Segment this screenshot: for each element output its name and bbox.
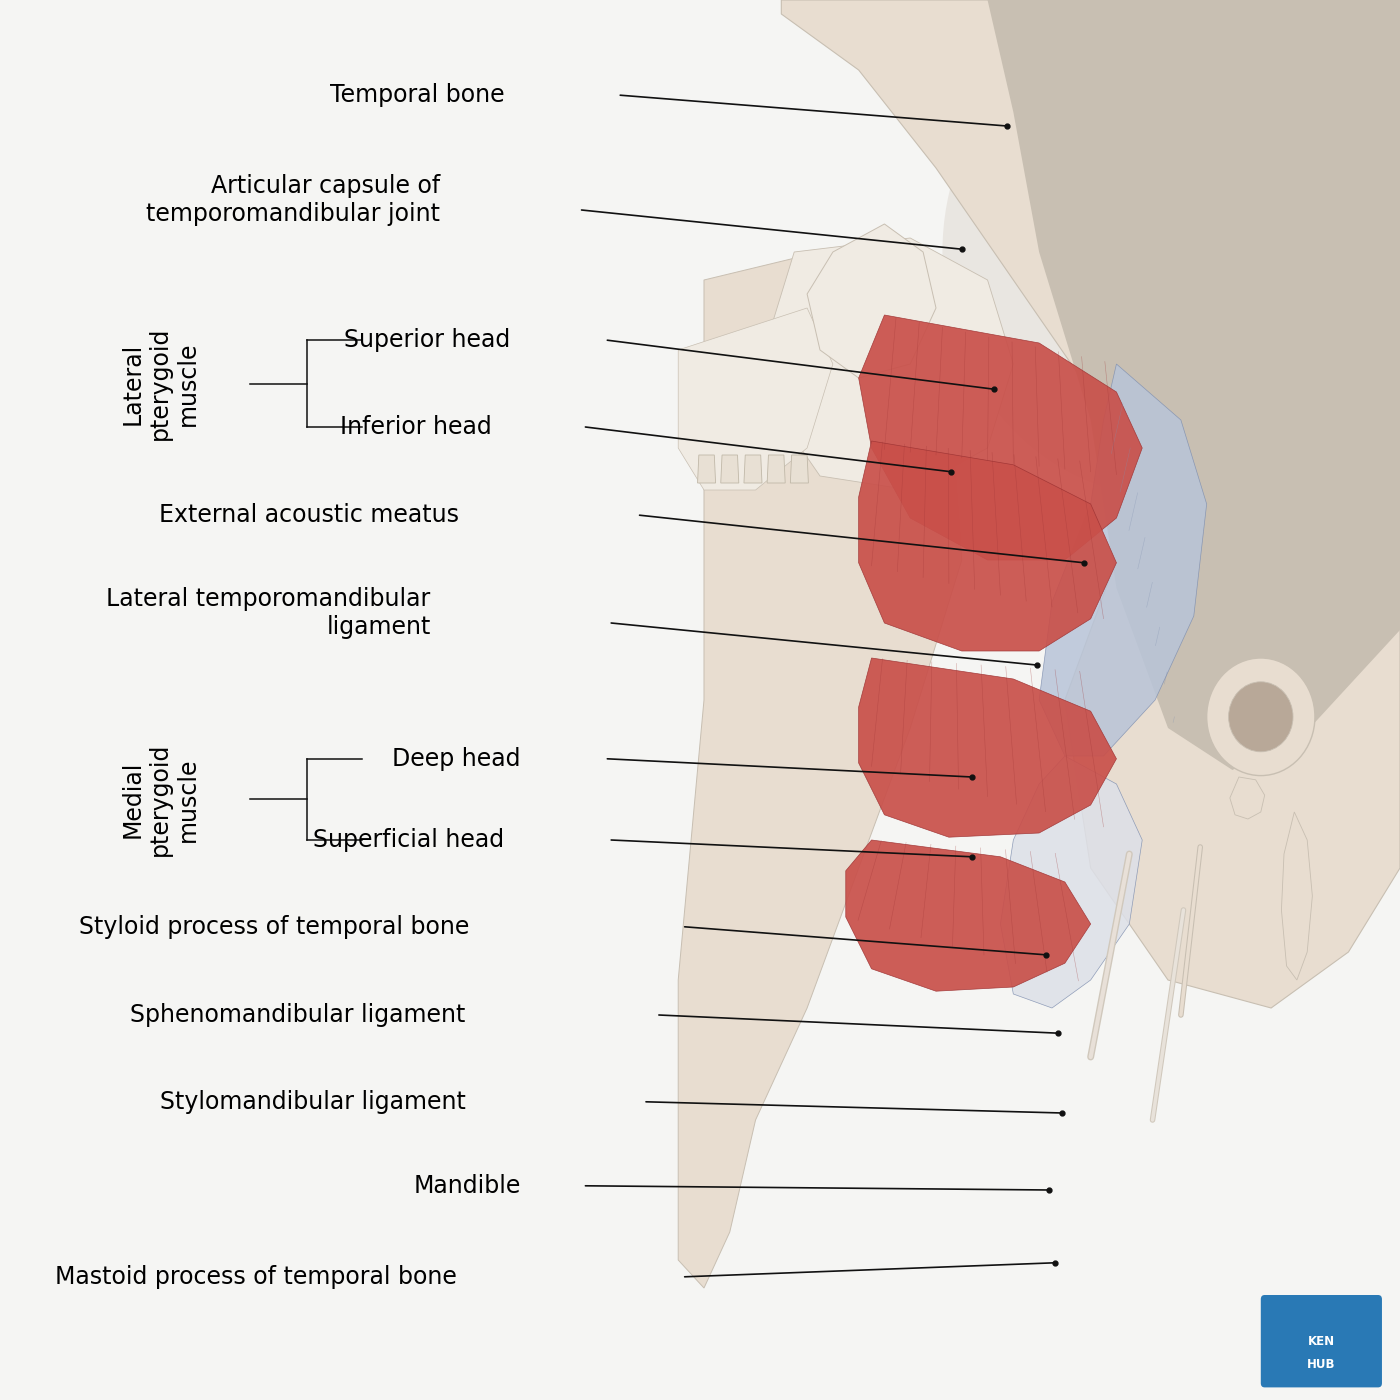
Polygon shape (678, 308, 833, 490)
Circle shape (1229, 682, 1294, 752)
Polygon shape (1281, 812, 1312, 980)
Polygon shape (858, 315, 1142, 560)
Polygon shape (781, 0, 1400, 1008)
Text: KEN: KEN (1308, 1334, 1336, 1348)
Text: HUB: HUB (1308, 1358, 1336, 1372)
Text: Superficial head: Superficial head (314, 827, 504, 853)
Polygon shape (987, 0, 1400, 770)
FancyBboxPatch shape (1261, 1295, 1382, 1387)
Polygon shape (721, 455, 739, 483)
Text: External acoustic meatus: External acoustic meatus (160, 503, 459, 528)
Polygon shape (846, 840, 1091, 991)
Text: Sphenomandibular ligament: Sphenomandibular ligament (130, 1002, 466, 1028)
Text: Mandible: Mandible (413, 1173, 521, 1198)
Text: Stylomandibular ligament: Stylomandibular ligament (160, 1089, 466, 1114)
Polygon shape (1001, 756, 1142, 1008)
Polygon shape (858, 658, 1116, 837)
Text: Mastoid process of temporal bone: Mastoid process of temporal bone (55, 1264, 456, 1289)
Text: Lateral temporomandibular
ligament: Lateral temporomandibular ligament (106, 588, 431, 638)
Text: Articular capsule of
temporomandibular joint: Articular capsule of temporomandibular j… (146, 174, 440, 227)
Polygon shape (1039, 364, 1207, 756)
Text: Lateral
pterygoid
muscle: Lateral pterygoid muscle (120, 328, 200, 440)
Polygon shape (1229, 777, 1264, 819)
Polygon shape (678, 252, 962, 1288)
Polygon shape (743, 455, 762, 483)
Ellipse shape (942, 7, 1393, 497)
Polygon shape (808, 224, 937, 378)
Text: Styloid process of temporal bone: Styloid process of temporal bone (78, 914, 469, 939)
Polygon shape (767, 455, 785, 483)
Polygon shape (858, 441, 1116, 651)
Polygon shape (769, 238, 1014, 490)
Text: Inferior head: Inferior head (340, 414, 491, 440)
Polygon shape (791, 455, 808, 483)
Text: Temporal bone: Temporal bone (329, 83, 504, 108)
Text: Medial
pterygoid
muscle: Medial pterygoid muscle (120, 743, 200, 855)
Polygon shape (697, 455, 715, 483)
Text: Deep head: Deep head (392, 746, 521, 771)
Text: Superior head: Superior head (344, 328, 511, 353)
Circle shape (1207, 658, 1315, 776)
